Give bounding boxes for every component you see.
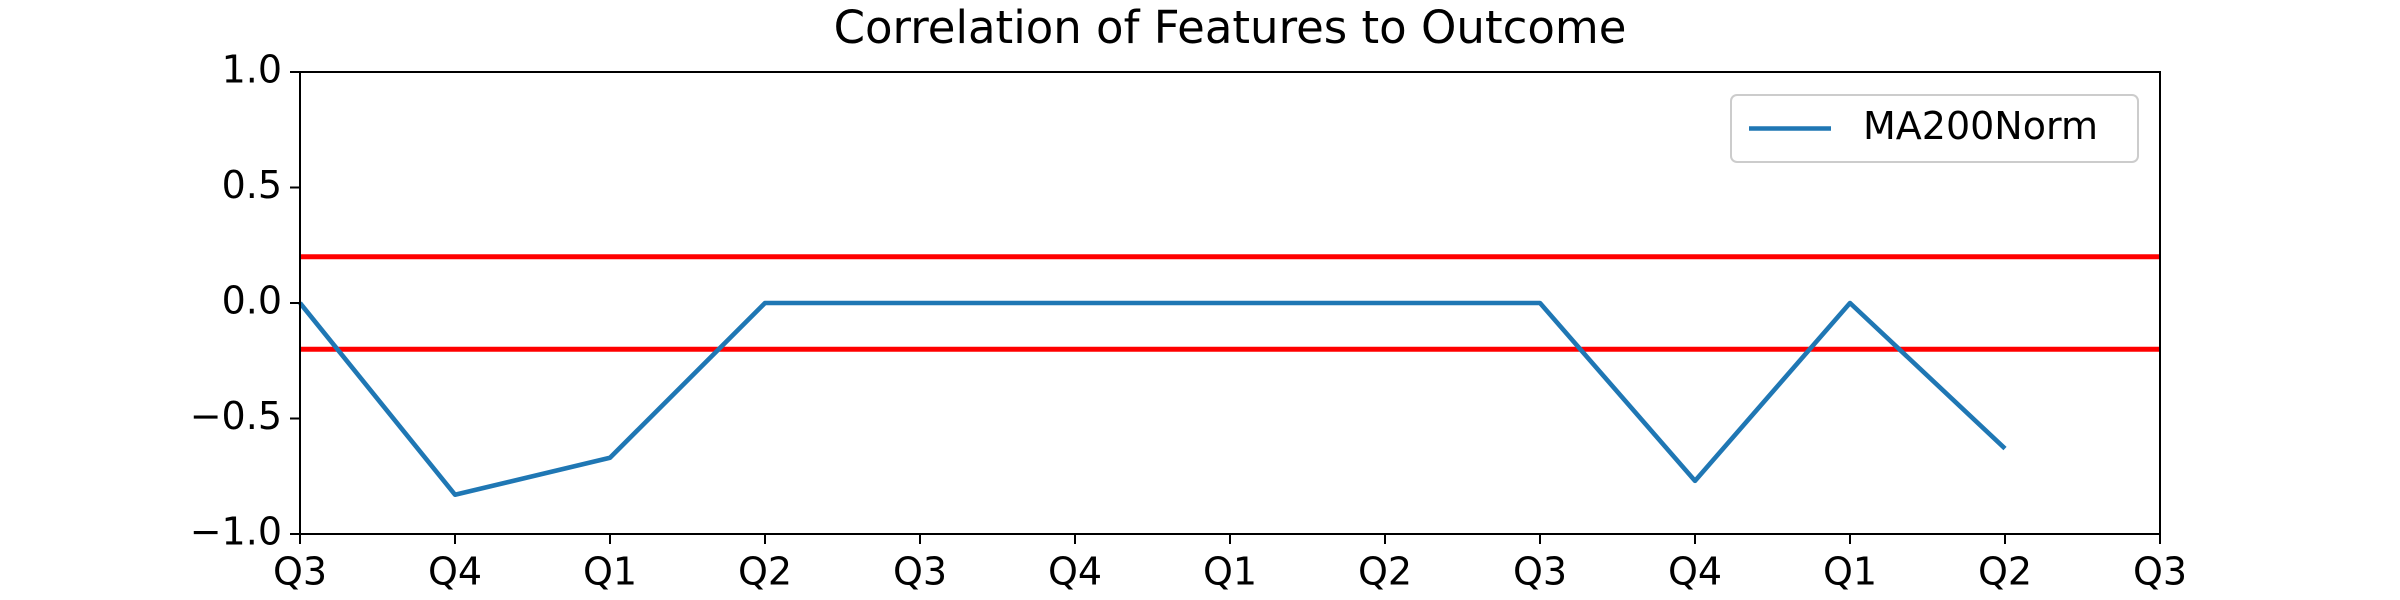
x-tick-label: Q4 — [428, 550, 482, 594]
x-tick-label: Q2 — [738, 550, 792, 594]
x-tick-label: Q3 — [893, 550, 947, 594]
x-tick-label: Q2 — [1358, 550, 1412, 594]
y-tick-label: −0.5 — [190, 394, 282, 438]
x-tick-label: Q3 — [2133, 550, 2187, 594]
y-tick-label: 1.0 — [222, 48, 282, 92]
x-tick-label: Q4 — [1668, 550, 1722, 594]
x-tick-label: Q4 — [1048, 550, 1102, 594]
y-tick-label: 0.5 — [222, 163, 282, 207]
y-tick-label: −1.0 — [190, 510, 282, 554]
y-tick-label: 0.0 — [222, 279, 282, 323]
x-tick-label: Q2 — [1978, 550, 2032, 594]
chart-title: Correlation of Features to Outcome — [834, 1, 1627, 54]
legend: MA200Norm — [1730, 94, 2139, 163]
x-tick-label: Q1 — [1823, 550, 1877, 594]
legend-frame — [1730, 94, 2139, 163]
x-tick-label: Q3 — [273, 550, 327, 594]
legend-label: MA200Norm — [1863, 104, 2098, 148]
series-line — [298, 300, 2007, 498]
x-tick-label: Q3 — [1513, 550, 1567, 594]
x-tick-label: Q1 — [583, 550, 637, 594]
plot-frame — [299, 71, 2161, 535]
x-tick-label: Q1 — [1203, 550, 1257, 594]
